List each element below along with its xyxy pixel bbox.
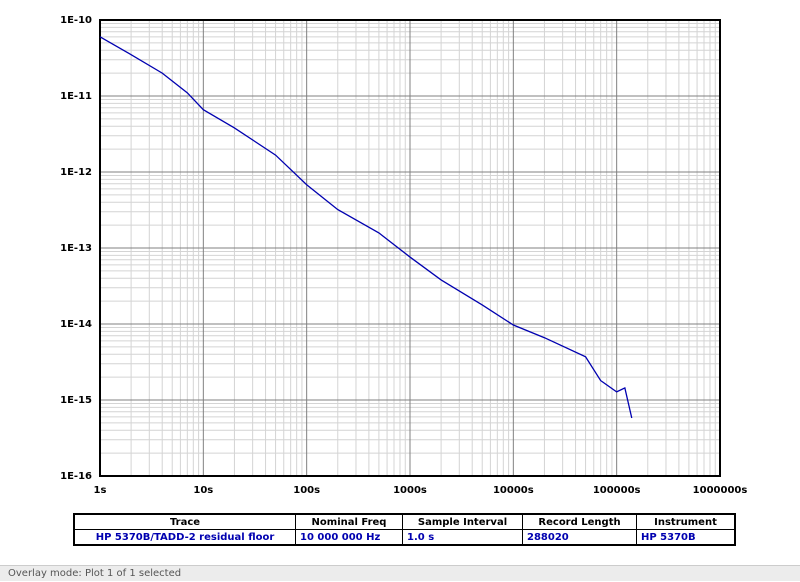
cell: 10 000 000 Hz <box>295 529 403 546</box>
cell: 1.0 s <box>402 529 523 546</box>
x-tick-label: 100000s <box>593 485 641 496</box>
x-tick-label: 1000000s <box>693 485 748 496</box>
y-tick-label: 1E-14 <box>60 319 92 330</box>
chart: 1s 10s 100s 1000s 10000s 100000s 1000000s 1E-16… <box>60 15 748 496</box>
y-tick-label: 1E-16 <box>60 471 92 482</box>
table-row: HP 5370B/TADD-2 residual floor 10 000 00… <box>73 529 736 546</box>
info-table: Trace Nominal Freq Sample Interval Recor… <box>73 513 736 546</box>
cell: HP 5370B <box>636 529 736 546</box>
cell: 288020 <box>522 529 637 546</box>
x-tick-label: 100s <box>293 485 320 496</box>
y-tick-label: 1E-10 <box>60 15 92 26</box>
x-tick-label: 10s <box>193 485 213 496</box>
y-tick-label: 1E-15 <box>60 395 92 406</box>
header-cell: Sample Interval <box>402 513 523 530</box>
plot-frame <box>99 19 721 477</box>
y-tick-label: 1E-12 <box>60 167 92 178</box>
x-tick-label: 1s <box>94 485 107 496</box>
y-tick-label: 1E-13 <box>60 243 92 254</box>
x-tick-label: 1000s <box>393 485 427 496</box>
data-line <box>99 36 633 419</box>
header-cell: Nominal Freq <box>295 513 403 530</box>
header-cell: Trace <box>73 513 296 530</box>
header-cell: Record Length <box>522 513 637 530</box>
table-header: Trace Nominal Freq Sample Interval Recor… <box>73 513 736 530</box>
y-tick-label: 1E-11 <box>60 91 92 102</box>
x-tick-label: 10000s <box>493 485 534 496</box>
cell: HP 5370B/TADD-2 residual floor <box>73 529 296 546</box>
status-bar: Overlay mode: Plot 1 of 1 selected <box>0 565 800 581</box>
header-cell: Instrument <box>636 513 736 530</box>
